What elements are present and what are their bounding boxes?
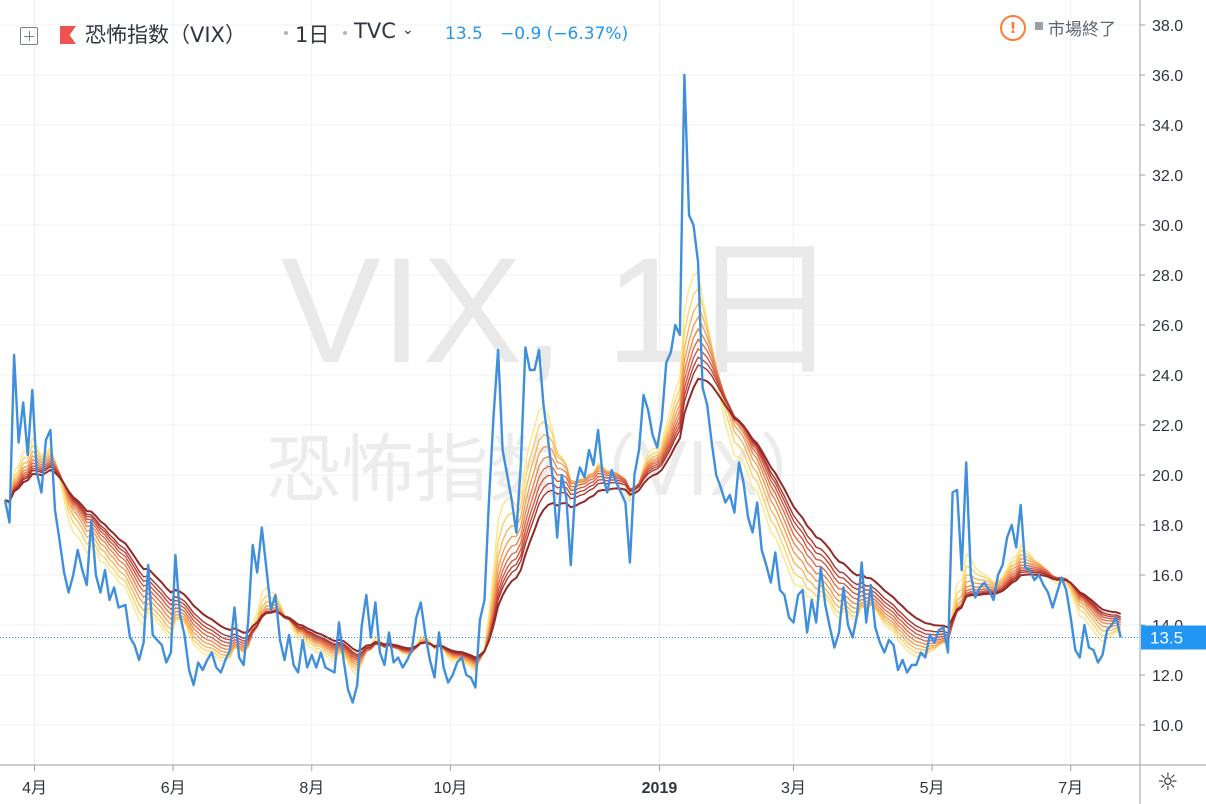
ma-line — [4, 364, 1121, 661]
ma-line — [4, 287, 1121, 673]
ma-line — [4, 315, 1121, 667]
flag-icon[interactable] — [60, 26, 76, 44]
price-change: −0.9 (−6.37%) — [500, 24, 629, 44]
status-square-icon — [1035, 22, 1043, 30]
separator-dot — [343, 31, 347, 35]
y-tick-label: 18.0 — [1152, 518, 1183, 535]
interval-label[interactable]: 1日 — [295, 23, 330, 47]
price-line — [3, 73, 1122, 704]
y-tick-label: 30.0 — [1152, 218, 1183, 235]
y-tick-label: 36.0 — [1152, 68, 1183, 85]
last-price-label: 13.5 — [1150, 629, 1183, 648]
separator-dot — [284, 31, 288, 35]
y-tick-label: 38.0 — [1152, 18, 1183, 35]
symbol-title[interactable]: 恐怖指数（VIX） — [85, 23, 246, 47]
x-tick-label: 5月 — [920, 780, 945, 797]
price-series — [3, 73, 1122, 704]
y-tick-label: 26.0 — [1152, 318, 1183, 335]
y-tick-label: 24.0 — [1152, 368, 1183, 385]
watermark-line1: VIX, 1日 — [281, 226, 840, 394]
y-tick-label: 16.0 — [1152, 568, 1183, 585]
source-label[interactable]: TVC — [354, 19, 396, 43]
x-tick-label: 6月 — [161, 780, 186, 797]
settings-gear-icon[interactable]: ☼ — [1157, 768, 1179, 796]
ma-line — [4, 302, 1121, 669]
ma-line — [4, 377, 1122, 659]
x-tick-label: 2019 — [642, 780, 678, 797]
time-axis[interactable]: 4月 6月 8月 10月 2019 3月 5月 7月 — [0, 764, 1206, 797]
last-price: 13.5 — [445, 24, 483, 44]
y-tick-label: 28.0 — [1152, 268, 1183, 285]
x-tick-label: 4月 — [22, 780, 47, 797]
y-tick-label: 10.0 — [1152, 718, 1183, 735]
y-tick-label: 12.0 — [1152, 668, 1183, 685]
x-tick-label: 8月 — [299, 780, 324, 797]
x-tick-label: 3月 — [781, 780, 806, 797]
x-tick-label: 7月 — [1058, 780, 1083, 797]
y-tick-label: 34.0 — [1152, 118, 1183, 135]
y-tick-label: 20.0 — [1152, 468, 1183, 485]
last-price-badge: 13.5 — [1141, 625, 1206, 650]
expand-icon[interactable] — [20, 27, 38, 45]
price-axis[interactable]: 10.012.014.016.018.020.022.024.026.028.0… — [1139, 0, 1183, 804]
market-status: 市場終了 — [1048, 20, 1116, 40]
y-tick-label: 22.0 — [1152, 418, 1183, 435]
chevron-down-icon[interactable]: ⌄ — [402, 22, 414, 38]
warning-icon[interactable]: ! — [1000, 15, 1026, 41]
y-tick-label: 32.0 — [1152, 168, 1183, 185]
x-tick-label: 10月 — [433, 780, 467, 797]
watermark: VIX, 1日 恐怖指数（VIX） — [266, 226, 839, 513]
